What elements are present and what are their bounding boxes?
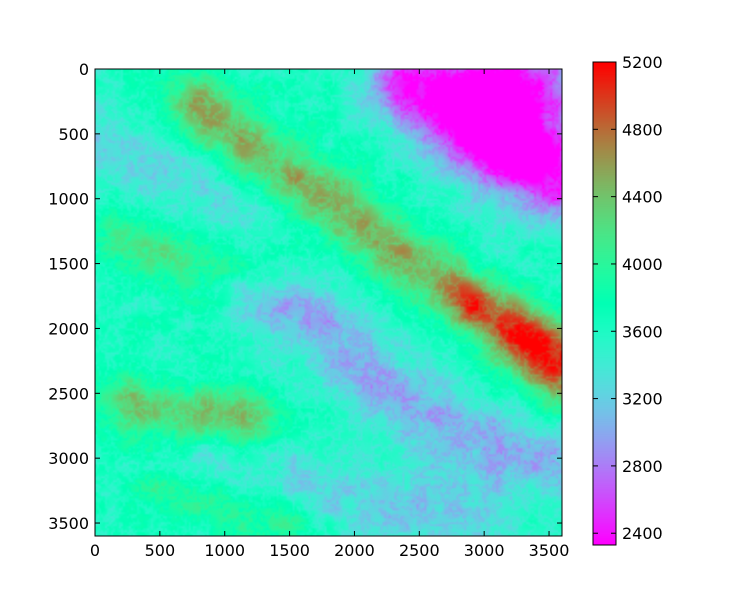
heatmap-image xyxy=(95,69,562,536)
colorbar-tick-label: 3600 xyxy=(622,322,663,341)
colorbar-tick-label: 3200 xyxy=(622,390,663,409)
colorbar-tick-label: 2800 xyxy=(622,457,663,476)
y-tick-label: 500 xyxy=(58,125,89,144)
heatmap-plot xyxy=(94,68,563,537)
plot-frame xyxy=(94,68,563,537)
y-tick-label: 3000 xyxy=(48,449,89,468)
y-tick-label: 1000 xyxy=(48,190,89,209)
colorbar-tick-label: 4800 xyxy=(622,120,663,139)
y-tick-label: 1500 xyxy=(48,255,89,274)
colorbar-gradient xyxy=(593,62,616,545)
x-tick-label: 0 xyxy=(90,541,100,560)
colorbar-tick-label: 4400 xyxy=(622,188,663,207)
x-tick-label: 1500 xyxy=(269,541,310,560)
x-tick-label: 2000 xyxy=(334,541,375,560)
y-axis: 0 500 1000 1500 2000 2500 3000 3500 xyxy=(48,60,562,533)
colorbar-tick-label: 5200 xyxy=(622,53,663,72)
colorbar-tick-label: 2400 xyxy=(622,524,663,543)
y-tick-label: 3500 xyxy=(48,514,89,533)
colorbar-frame xyxy=(592,61,617,546)
colorbar-ticks: 2400 2800 3200 3600 4000 4400 4800 5200 xyxy=(593,53,663,543)
colorbar-tick-label: 4000 xyxy=(622,255,663,274)
y-tick-label: 2500 xyxy=(48,384,89,403)
colorbar: 2400 2800 3200 3600 4000 4400 4800 5200 xyxy=(592,53,663,546)
x-tick-label: 3000 xyxy=(464,541,505,560)
x-tick-label: 2500 xyxy=(399,541,440,560)
x-tick-label: 1000 xyxy=(204,541,245,560)
x-tick-label: 500 xyxy=(145,541,176,560)
x-axis: 0 500 1000 1500 2000 2500 3000 3500 xyxy=(90,69,569,560)
y-tick-label: 2000 xyxy=(48,319,89,338)
y-tick-label: 0 xyxy=(79,60,89,79)
x-tick-label: 3500 xyxy=(529,541,570,560)
